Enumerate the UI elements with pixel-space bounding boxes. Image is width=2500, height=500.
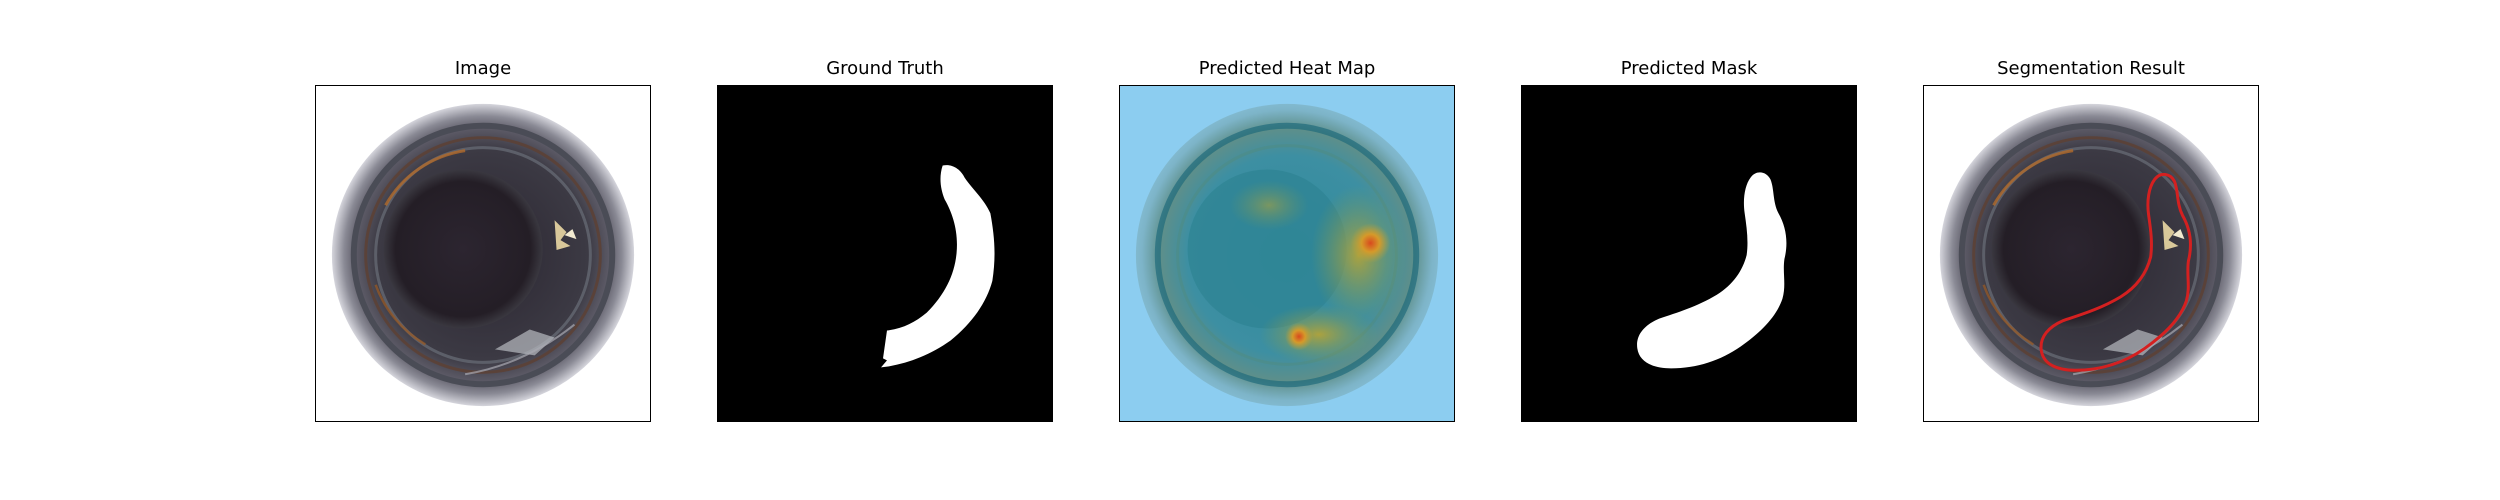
heat-map-panel	[1119, 85, 1455, 422]
predicted-mask-region	[1637, 172, 1787, 369]
segmentation-contour	[2039, 172, 2192, 372]
panel-title-segmentation-result: Segmentation Result	[1997, 58, 2185, 79]
ground-truth-region	[881, 165, 995, 368]
heat-map	[1120, 86, 1454, 421]
image-panel	[315, 85, 651, 422]
panel-title-ground-truth: Ground Truth	[826, 58, 944, 79]
bottle-image	[316, 86, 650, 421]
predicted-mask-panel	[1521, 85, 1857, 422]
segmentation-result-panel	[1923, 85, 2259, 422]
segmentation-result	[1924, 86, 2258, 421]
panel-title-predicted-mask: Predicted Mask	[1620, 58, 1758, 79]
panel-title-heat-map: Predicted Heat Map	[1198, 58, 1376, 79]
ground-truth-mask	[718, 86, 1052, 421]
panel-title-image: Image	[454, 58, 512, 79]
predicted-mask	[1522, 86, 1856, 421]
ground-truth-panel	[717, 85, 1053, 422]
